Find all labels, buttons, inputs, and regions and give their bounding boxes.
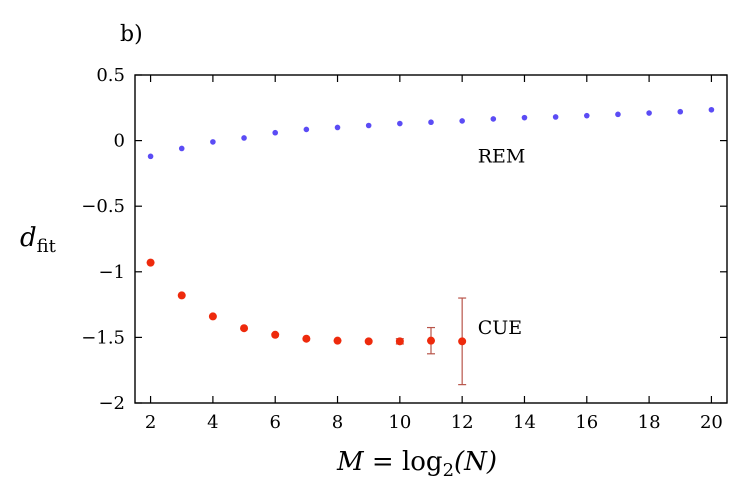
series-layer: [146, 106, 715, 386]
ticks: 2 4 6 8 10 12 14 16 18 20 0.5 0 −0.5 −1 −1.5 −2: [81, 65, 727, 433]
data-point-rem: [677, 108, 684, 115]
plot-area: 2 4 6 8 10 12 14 16 18 20 0.5 0 −0.5 −1 −1.5 −2: [81, 65, 728, 433]
data-point-cue: [333, 336, 342, 345]
x-axis-label-sub: 2: [443, 460, 454, 481]
y-tick-label: −1: [98, 262, 125, 283]
data-point-rem: [428, 119, 434, 126]
svg-text:dfit: dfit: [20, 223, 57, 257]
data-point-cue: [302, 334, 311, 343]
data-point-rem: [241, 135, 247, 141]
x-tick-label: 6: [269, 412, 280, 433]
data-point-rem: [583, 112, 590, 119]
data-point-cue: [177, 291, 186, 300]
y-tick-label: −1.5: [81, 327, 125, 348]
data-point-cue: [271, 330, 280, 339]
panel-label: b): [120, 22, 143, 47]
annotation-cue: CUE: [478, 317, 522, 339]
data-point-cue: [395, 337, 404, 346]
y-tick-label: −0.5: [81, 196, 125, 217]
x-tick-label: 14: [513, 412, 536, 433]
x-tick-label: 8: [332, 412, 343, 433]
x-tick-label: 10: [388, 412, 411, 433]
x-tick-label: 18: [638, 412, 661, 433]
data-point-rem: [646, 110, 652, 116]
x-tick-label: 16: [575, 412, 598, 433]
x-tick-label: 2: [145, 412, 156, 433]
data-point-rem: [490, 116, 497, 122]
data-point-rem: [521, 114, 528, 121]
x-tick-label: 4: [207, 412, 218, 433]
series-rem: [147, 106, 715, 160]
x-axis-label-eq: = log: [364, 447, 443, 477]
x-axis-label: M = log2(N): [336, 447, 497, 481]
data-point-cue: [458, 337, 467, 346]
data-point-cue: [146, 258, 155, 267]
data-point-rem: [303, 126, 310, 133]
y-tick-label: 0.5: [96, 65, 125, 86]
data-point-cue: [208, 312, 217, 321]
data-point-rem: [459, 118, 465, 124]
plot-frame: [134, 74, 728, 404]
x-tick-label: 12: [451, 412, 474, 433]
annotations: REM CUE: [478, 145, 526, 339]
data-point-rem: [397, 120, 403, 127]
y-tick-label: 0: [114, 131, 125, 152]
data-point-rem: [272, 129, 279, 136]
data-point-rem: [334, 124, 341, 131]
data-point-cue: [427, 336, 435, 345]
y-axis-label: dfit: [20, 223, 57, 257]
data-point-rem: [178, 145, 185, 152]
data-point-cue: [240, 324, 249, 333]
y-tick-label: −2: [98, 393, 125, 414]
annotation-rem: REM: [478, 145, 526, 167]
data-point-rem: [147, 153, 154, 160]
data-point-rem: [708, 106, 715, 113]
data-point-rem: [210, 139, 216, 145]
y-axis-label-var: d: [20, 223, 37, 253]
x-axis-label-arg: (N): [454, 447, 497, 477]
data-point-rem: [552, 114, 559, 120]
data-point-rem: [365, 122, 372, 129]
x-tick-label: 20: [700, 412, 723, 433]
data-point-cue: [364, 337, 373, 346]
y-axis-label-sub: fit: [37, 236, 57, 257]
x-axis-label-var: M: [336, 447, 365, 477]
svg-text:M = log2(N): M = log2(N): [336, 447, 497, 481]
series-cue: [146, 258, 467, 386]
data-point-rem: [615, 111, 621, 118]
